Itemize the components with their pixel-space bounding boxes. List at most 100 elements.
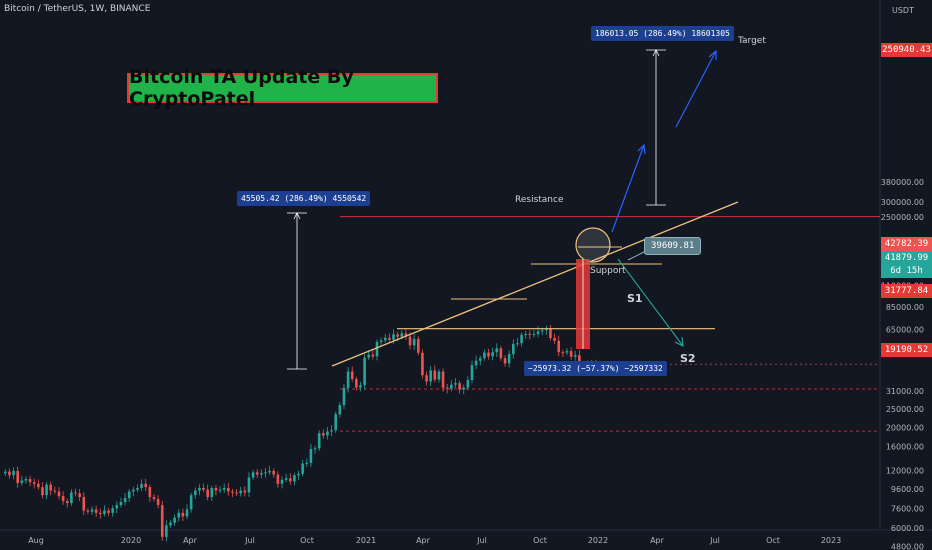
candle-body xyxy=(305,462,309,464)
candle-body xyxy=(425,375,428,382)
candle-body xyxy=(557,340,561,353)
candle-body xyxy=(169,522,172,526)
candle-body xyxy=(474,360,478,366)
candle-body xyxy=(313,448,317,450)
candle-body xyxy=(495,348,499,353)
y-tick-label: 25000.00 xyxy=(886,405,924,414)
candle-body xyxy=(491,352,494,357)
candle-body xyxy=(276,474,280,484)
y-tick-label: 31000.00 xyxy=(886,387,924,396)
candle-body xyxy=(198,487,201,491)
candle-body xyxy=(412,338,416,346)
x-tick-label: Apr xyxy=(183,536,198,545)
candle-body xyxy=(334,414,337,431)
candle-body xyxy=(528,333,532,335)
candle-body xyxy=(379,340,383,342)
candle-body xyxy=(231,491,234,493)
candle-body xyxy=(284,478,288,480)
support-label: Support xyxy=(590,266,626,276)
candle-body xyxy=(503,358,507,364)
candle-body xyxy=(70,492,73,504)
candle-body xyxy=(45,484,48,496)
candle-body xyxy=(160,505,164,537)
candle-body xyxy=(540,330,544,332)
candle-body xyxy=(74,492,77,494)
y-tick-label: 85000.00 xyxy=(886,303,924,312)
candle-body xyxy=(429,370,432,382)
x-tick-label: Oct xyxy=(533,536,547,545)
measure-up-left: 45505.42 (286.49%) 4550542 xyxy=(237,191,371,206)
candle-body xyxy=(421,352,424,376)
candle-body xyxy=(549,328,552,338)
candle-body xyxy=(57,491,61,497)
candle-body xyxy=(16,470,19,483)
candle-body xyxy=(350,371,354,380)
y-tick-label: 12000.00 xyxy=(886,466,924,475)
candle-body xyxy=(8,471,11,476)
candle-body xyxy=(417,338,420,353)
candle-body xyxy=(400,333,404,337)
candle-body xyxy=(561,352,565,354)
candle-body xyxy=(367,354,371,358)
y-tick-label: 20000.00 xyxy=(886,424,924,433)
measure-down: −25973.32 (−57.37%) −2597332 xyxy=(524,361,667,376)
target-price-tag: 250940.43 xyxy=(881,43,932,57)
candle-body xyxy=(466,380,470,388)
candle-body xyxy=(309,448,313,463)
candle-body xyxy=(247,477,251,493)
candle-body xyxy=(177,512,181,518)
candle-body xyxy=(338,405,342,415)
candle-body xyxy=(140,483,143,488)
candle-body xyxy=(371,354,375,357)
candle-body xyxy=(115,505,119,509)
candle-body xyxy=(24,479,28,481)
candle-body xyxy=(218,489,222,491)
candle-body xyxy=(210,487,214,498)
projection-arrowhead-1 xyxy=(637,143,646,155)
candle-body xyxy=(127,491,131,499)
candle-body xyxy=(41,487,44,496)
downside-arrow xyxy=(617,258,684,347)
candle-body xyxy=(173,517,176,523)
candle-body xyxy=(132,489,135,492)
candle-body xyxy=(532,334,536,336)
x-tick-label: 2021 xyxy=(356,536,376,545)
candle-body xyxy=(214,487,218,491)
candle-body xyxy=(437,371,441,380)
candle-body xyxy=(136,487,139,490)
candle-body xyxy=(49,484,53,491)
candle-body xyxy=(462,387,466,390)
candle-body xyxy=(280,479,284,484)
candle-body xyxy=(20,480,24,483)
candle-body xyxy=(441,371,445,388)
candle-body xyxy=(123,498,127,503)
candle-body xyxy=(37,483,40,488)
x-tick-label: Apr xyxy=(416,536,431,545)
currency-label: USDT xyxy=(892,6,914,15)
candle-body xyxy=(383,337,387,341)
candle-body xyxy=(470,365,474,381)
candle-body xyxy=(189,495,193,510)
candle-body xyxy=(206,489,209,498)
candle-body xyxy=(260,473,263,475)
candle-body xyxy=(86,510,90,512)
x-tick-label: Apr xyxy=(650,536,665,545)
candle-body xyxy=(578,355,581,367)
support-callout: 39609.81 xyxy=(644,237,702,255)
y-tick-label: 4800.00 xyxy=(891,543,924,550)
candle-body xyxy=(388,337,391,340)
candle-body xyxy=(202,487,205,490)
s2-price-tag: 19190.52 xyxy=(881,343,932,357)
candle-body xyxy=(355,379,358,388)
candle-body xyxy=(511,343,515,355)
countdown-tag: 6d 15h xyxy=(881,264,932,278)
candle-body xyxy=(565,351,569,353)
downside-arrowhead xyxy=(674,336,684,347)
symbol-title: Bitcoin / TetherUS, 1W, BINANCE xyxy=(4,4,151,14)
candle-body xyxy=(433,370,437,380)
x-tick-label: 2022 xyxy=(588,536,608,545)
candle-body xyxy=(569,351,573,357)
candle-body xyxy=(243,490,247,493)
candle-body xyxy=(103,510,106,515)
